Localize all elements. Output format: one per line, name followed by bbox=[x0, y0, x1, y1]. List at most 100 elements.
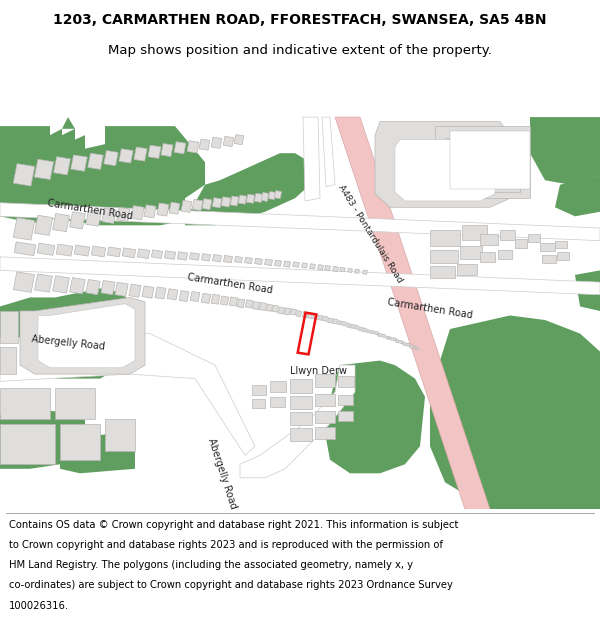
Bar bbox=[290, 379, 312, 393]
Polygon shape bbox=[293, 262, 299, 268]
Polygon shape bbox=[34, 159, 53, 179]
Bar bbox=[55, 388, 95, 419]
Bar bbox=[0, 424, 55, 464]
Polygon shape bbox=[229, 297, 238, 306]
Polygon shape bbox=[212, 254, 221, 262]
Text: 100026316.: 100026316. bbox=[9, 601, 69, 611]
Polygon shape bbox=[212, 198, 222, 208]
Polygon shape bbox=[355, 269, 359, 273]
Text: Contains OS data © Crown copyright and database right 2021. This information is : Contains OS data © Crown copyright and d… bbox=[9, 520, 458, 530]
Polygon shape bbox=[107, 247, 121, 257]
Polygon shape bbox=[35, 274, 52, 292]
Polygon shape bbox=[290, 309, 296, 315]
Polygon shape bbox=[190, 291, 200, 302]
Bar bbox=[515, 239, 527, 248]
Polygon shape bbox=[235, 256, 242, 262]
Polygon shape bbox=[338, 321, 341, 325]
Text: co-ordinates) are subject to Crown copyright and database rights 2023 Ordnance S: co-ordinates) are subject to Crown copyr… bbox=[9, 581, 453, 591]
Bar bbox=[462, 226, 487, 240]
Polygon shape bbox=[211, 138, 222, 148]
Polygon shape bbox=[144, 205, 156, 218]
Bar bbox=[315, 374, 335, 387]
Polygon shape bbox=[142, 286, 154, 298]
Polygon shape bbox=[86, 279, 100, 294]
Polygon shape bbox=[148, 145, 161, 159]
Polygon shape bbox=[53, 276, 70, 293]
Polygon shape bbox=[169, 202, 180, 214]
Polygon shape bbox=[53, 157, 70, 175]
Polygon shape bbox=[167, 289, 178, 300]
Bar bbox=[338, 395, 353, 405]
Polygon shape bbox=[129, 284, 141, 298]
Bar bbox=[0, 347, 16, 374]
Polygon shape bbox=[430, 316, 600, 509]
Bar bbox=[270, 381, 286, 392]
Polygon shape bbox=[201, 293, 211, 303]
Polygon shape bbox=[37, 243, 55, 256]
Polygon shape bbox=[308, 312, 313, 319]
Polygon shape bbox=[240, 365, 355, 478]
Bar bbox=[315, 394, 335, 406]
Bar bbox=[542, 255, 556, 263]
Polygon shape bbox=[134, 147, 147, 161]
Polygon shape bbox=[220, 296, 229, 305]
Polygon shape bbox=[178, 252, 188, 260]
Polygon shape bbox=[254, 258, 262, 264]
Polygon shape bbox=[223, 256, 233, 263]
Polygon shape bbox=[367, 330, 370, 333]
Polygon shape bbox=[382, 334, 385, 338]
Polygon shape bbox=[86, 210, 101, 226]
Bar bbox=[290, 412, 312, 424]
Polygon shape bbox=[122, 248, 136, 258]
Polygon shape bbox=[151, 250, 163, 259]
Polygon shape bbox=[137, 249, 149, 259]
Polygon shape bbox=[253, 301, 260, 309]
Text: HM Land Registry. The polygons (including the associated geometry, namely x, y: HM Land Registry. The polygons (includin… bbox=[9, 560, 413, 570]
Polygon shape bbox=[60, 432, 135, 473]
Polygon shape bbox=[56, 244, 73, 256]
Bar bbox=[430, 266, 455, 278]
Polygon shape bbox=[378, 333, 381, 336]
Polygon shape bbox=[555, 176, 600, 216]
Bar bbox=[0, 388, 50, 419]
Polygon shape bbox=[117, 208, 130, 222]
Polygon shape bbox=[211, 294, 220, 304]
Bar bbox=[450, 131, 530, 189]
Polygon shape bbox=[71, 155, 87, 171]
Polygon shape bbox=[192, 199, 203, 211]
Polygon shape bbox=[266, 304, 272, 311]
Polygon shape bbox=[313, 314, 317, 319]
Polygon shape bbox=[234, 134, 244, 145]
Polygon shape bbox=[375, 331, 378, 334]
Polygon shape bbox=[259, 302, 266, 311]
Polygon shape bbox=[185, 153, 310, 226]
Polygon shape bbox=[0, 334, 255, 455]
Polygon shape bbox=[310, 264, 316, 269]
Polygon shape bbox=[575, 271, 600, 311]
Polygon shape bbox=[131, 206, 144, 220]
Polygon shape bbox=[115, 282, 128, 296]
Polygon shape bbox=[245, 300, 253, 308]
Polygon shape bbox=[265, 259, 272, 266]
Polygon shape bbox=[407, 343, 410, 346]
Polygon shape bbox=[340, 268, 346, 272]
Text: to Crown copyright and database rights 2023 and is reproduced with the permissio: to Crown copyright and database rights 2… bbox=[9, 540, 443, 550]
Polygon shape bbox=[328, 318, 332, 323]
Text: A483 - Pontardulais Road: A483 - Pontardulais Road bbox=[336, 184, 404, 285]
Polygon shape bbox=[355, 325, 358, 329]
Polygon shape bbox=[237, 299, 245, 308]
Polygon shape bbox=[91, 246, 106, 257]
Polygon shape bbox=[341, 321, 346, 326]
Polygon shape bbox=[317, 315, 322, 320]
Bar bbox=[430, 230, 460, 246]
Polygon shape bbox=[396, 339, 399, 342]
Polygon shape bbox=[254, 193, 263, 202]
Text: Carmarthen Road: Carmarthen Road bbox=[386, 298, 473, 321]
Polygon shape bbox=[274, 191, 281, 199]
Polygon shape bbox=[245, 258, 253, 264]
Polygon shape bbox=[359, 327, 362, 331]
Polygon shape bbox=[302, 312, 307, 318]
Bar bbox=[555, 241, 567, 248]
Polygon shape bbox=[174, 142, 186, 154]
Polygon shape bbox=[414, 346, 416, 349]
